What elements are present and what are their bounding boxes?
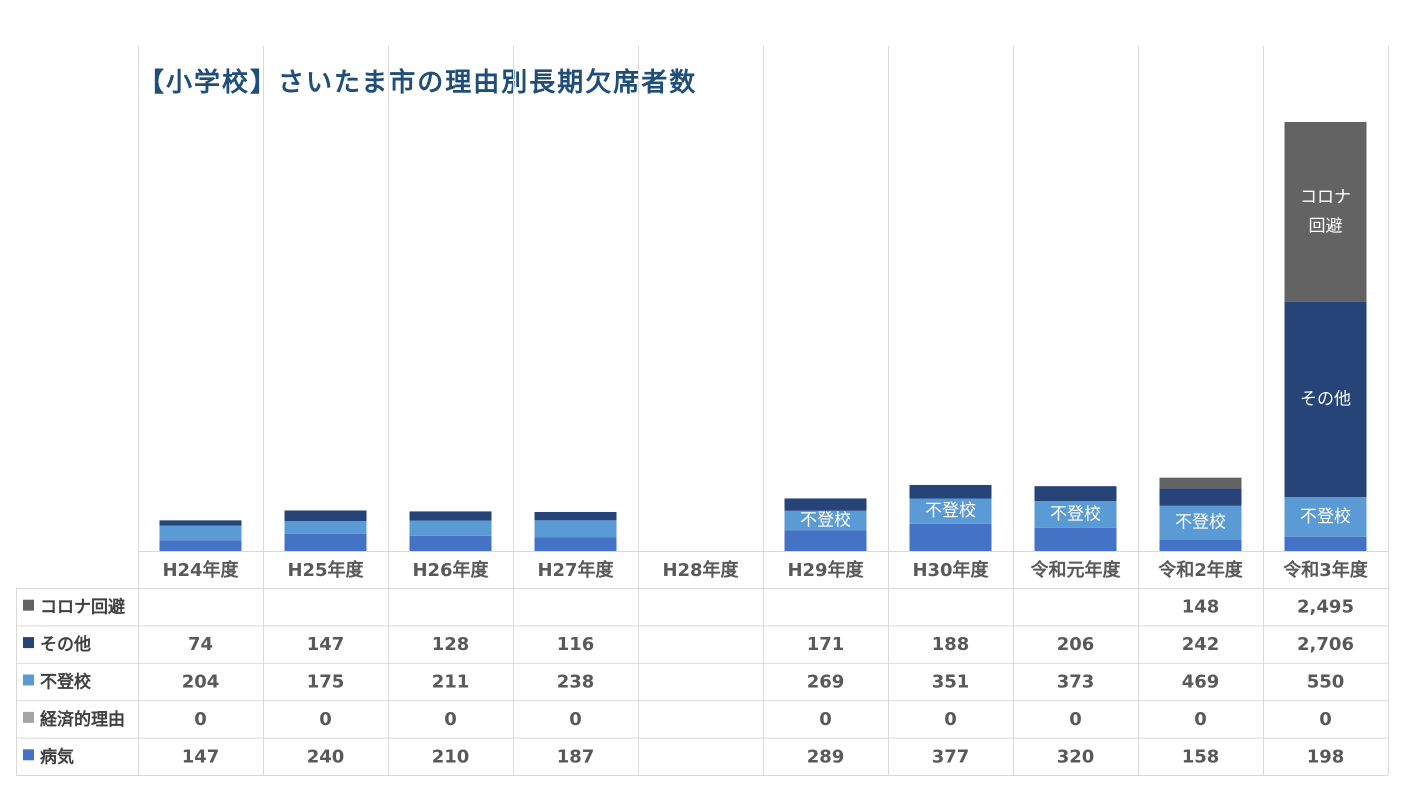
table-cell-value: 373 [1057,672,1095,693]
segment-label: その他 [1300,389,1351,409]
table-cell-value: 128 [432,634,470,655]
bar-segment [159,520,242,526]
bar-segment [784,510,867,531]
segment-label: 不登校 [925,501,976,521]
table-cell-value: 0 [444,709,457,730]
table-cell-value: 187 [557,746,595,767]
legend-label: 不登校 [40,672,92,693]
legend-swatch [23,749,34,761]
bar-segment [409,511,492,521]
chart-title: 【小学校】さいたま市の理由別長期欠席者数 [138,68,698,98]
table-cell-value: 320 [1057,746,1095,767]
legend-label: その他 [40,634,91,655]
table-cell-value: 2,495 [1297,597,1354,618]
table-cell-value: 74 [188,634,213,655]
legend-swatch [23,637,34,649]
category-label: H26年度 [412,559,489,581]
legend-label: コロナ回避 [40,597,125,618]
table-cell-value: 148 [1182,597,1220,618]
table-cell-value: 116 [557,634,595,655]
table-cell-value: 469 [1182,672,1220,693]
table-cell-value: 289 [807,746,845,767]
table-cell-value: 0 [1319,709,1332,730]
bar-segment [784,498,867,511]
bar-segment [1034,486,1117,502]
bar-segment [909,484,992,499]
bar-segment [409,535,492,551]
table-cell-value: 198 [1307,746,1345,767]
bar-segment [1159,488,1242,506]
table-cell-value: 550 [1307,672,1345,693]
category-label: H25年度 [287,559,364,581]
table-cell-value: 204 [182,672,220,693]
bar-segment [534,537,617,551]
table-cell-value: 0 [944,709,957,730]
table-cell-value: 0 [319,709,332,730]
legend-swatch [23,711,34,723]
table-cell-value: 147 [182,746,220,767]
table-cell-value: 2,706 [1297,634,1354,655]
category-label: H28年度 [662,559,739,581]
bar-segment [409,520,492,536]
category-label: H30年度 [912,559,989,581]
category-label: H27年度 [537,559,614,581]
bar-segment [1034,527,1117,551]
bar-segment [1159,539,1242,551]
bar-segment [159,525,242,541]
legend-swatch [23,599,34,611]
bar-segment [284,533,367,551]
table-cell-value: 147 [307,634,345,655]
bar-segment [1159,477,1242,489]
table-cell-value: 0 [1194,709,1207,730]
segment-label: 不登校 [1300,507,1351,527]
table-cell-value: 211 [432,672,470,693]
table-cell-value: 240 [307,746,345,767]
category-label: H29年度 [787,559,864,581]
bar-segment [534,511,617,521]
table-cell-value: 0 [819,709,832,730]
bar-segment [1284,497,1367,537]
legend-label: 病気 [40,746,74,767]
table-cell-value: 171 [807,634,845,655]
bar-segment [1284,536,1367,551]
table-cell-value: 0 [1069,709,1082,730]
bar-segment [909,498,992,524]
legend-label: 経済的理由 [40,709,125,730]
segment-label: コロナ回避 [1300,187,1351,236]
bar-segment [909,523,992,551]
bar-segment [534,520,617,538]
bar-segment [1284,122,1367,302]
bar-segment [284,521,367,534]
bar-segment [1034,501,1117,528]
category-label: 令和元年度 [1030,559,1122,581]
bar-segment [784,530,867,551]
bar-segment [1284,301,1367,498]
category-label: 令和2年度 [1157,559,1244,581]
segment-label: 不登校 [1050,504,1101,524]
table-cell-value: 0 [194,709,207,730]
bar-segment [1159,505,1242,540]
segment-label: 不登校 [1175,513,1226,533]
segment-label: 不登校 [800,510,851,530]
table-cell-value: 206 [1057,634,1095,655]
table-cell-value: 377 [932,746,970,767]
table-cell-value: 175 [307,672,345,693]
table-cell-value: 158 [1182,746,1220,767]
legend-swatch [23,674,34,686]
table-cell-value: 188 [932,634,970,655]
table-cell-value: 0 [569,709,582,730]
category-label: 令和3年度 [1282,559,1369,581]
table-cell-value: 269 [807,672,845,693]
bar-segment [159,540,242,551]
table-cell-value: 238 [557,672,595,693]
category-label: H24年度 [162,559,239,581]
table-cell-value: 242 [1182,634,1220,655]
bar-segment [284,510,367,522]
table-cell-value: 351 [932,672,970,693]
table-cell-value: 210 [432,746,470,767]
